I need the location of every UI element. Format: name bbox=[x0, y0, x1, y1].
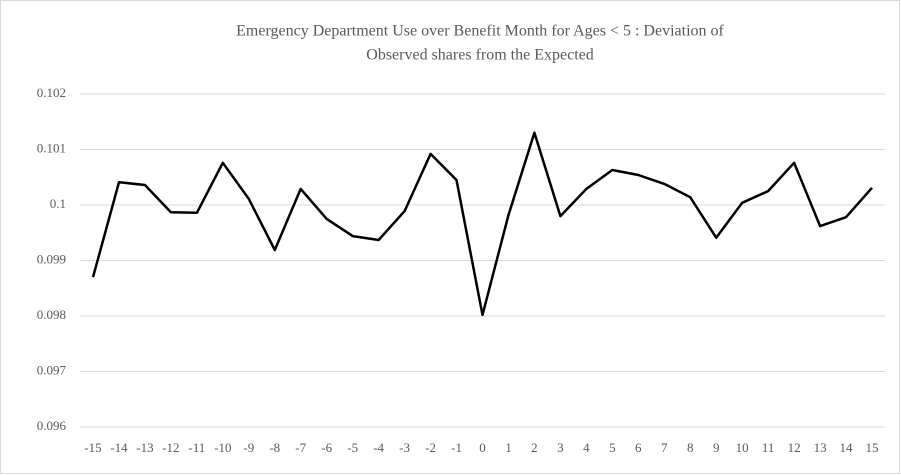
x-tick-label: -13 bbox=[136, 440, 153, 455]
y-tick-label: 0.1 bbox=[50, 196, 66, 211]
x-tick-label: 6 bbox=[635, 440, 642, 455]
chart-title: Emergency Department Use over Benefit Mo… bbox=[236, 23, 724, 40]
chart-title: Observed shares from the Expected bbox=[366, 47, 593, 64]
x-tick-label: 2 bbox=[531, 440, 538, 455]
x-tick-label: -11 bbox=[188, 440, 205, 455]
x-tick-label: -9 bbox=[243, 440, 254, 455]
y-tick-label: 0.096 bbox=[37, 418, 67, 433]
y-tick-label: 0.098 bbox=[37, 307, 66, 322]
x-tick-label: 3 bbox=[557, 440, 564, 455]
x-tick-label: -8 bbox=[269, 440, 280, 455]
x-tick-label: -12 bbox=[162, 440, 179, 455]
x-tick-label: 13 bbox=[814, 440, 827, 455]
x-tick-label: -4 bbox=[373, 440, 384, 455]
x-tick-label: 5 bbox=[609, 440, 616, 455]
x-tick-label: -14 bbox=[110, 440, 128, 455]
x-tick-label: 12 bbox=[788, 440, 801, 455]
x-tick-label: 1 bbox=[505, 440, 512, 455]
y-tick-label: 0.099 bbox=[37, 251, 66, 266]
x-tick-label: -3 bbox=[399, 440, 410, 455]
x-tick-label: 7 bbox=[661, 440, 668, 455]
x-tick-label: -5 bbox=[347, 440, 358, 455]
x-tick-label: 10 bbox=[736, 440, 749, 455]
x-tick-label: 11 bbox=[762, 440, 775, 455]
x-tick-label: 8 bbox=[687, 440, 694, 455]
y-tick-label: 0.102 bbox=[37, 85, 66, 100]
x-tick-label: -7 bbox=[295, 440, 306, 455]
x-tick-label: 4 bbox=[583, 440, 590, 455]
x-tick-label: -2 bbox=[425, 440, 436, 455]
x-tick-label: 15 bbox=[866, 440, 879, 455]
x-tick-label: 0 bbox=[479, 440, 486, 455]
x-tick-label: -1 bbox=[451, 440, 462, 455]
x-tick-label: -15 bbox=[84, 440, 101, 455]
y-tick-label: 0.097 bbox=[37, 362, 67, 377]
x-tick-label: -10 bbox=[214, 440, 231, 455]
x-tick-label: 9 bbox=[713, 440, 720, 455]
data-line bbox=[91, 131, 873, 317]
y-tick-label: 0.101 bbox=[37, 140, 66, 155]
x-tick-label: 14 bbox=[840, 440, 854, 455]
x-tick-label: -6 bbox=[321, 440, 332, 455]
